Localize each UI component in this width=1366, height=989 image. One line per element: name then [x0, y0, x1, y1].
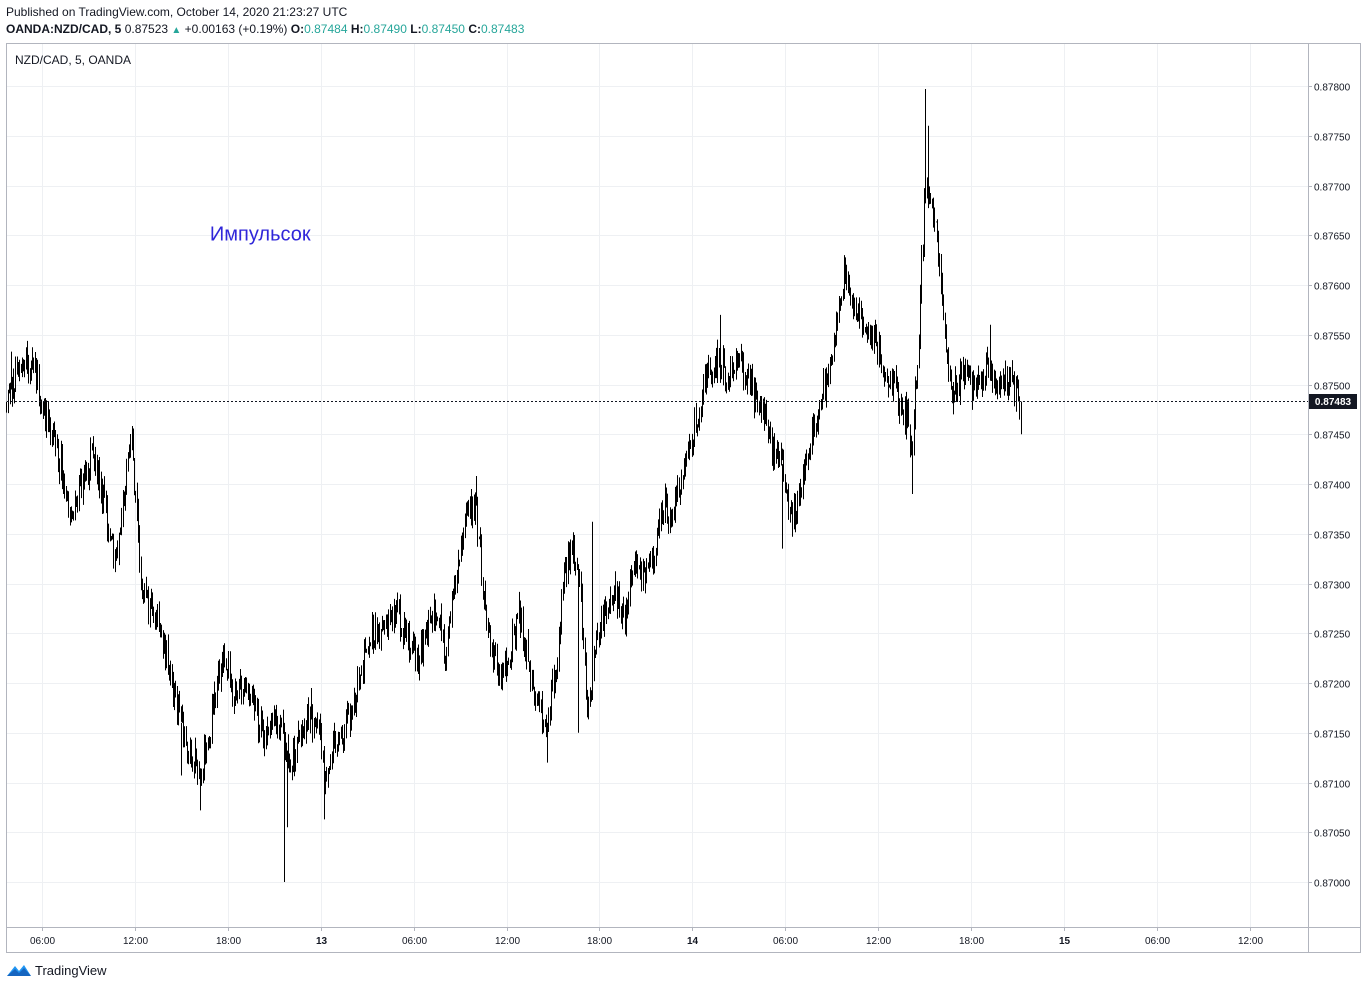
x-tick-label: 06:00: [402, 936, 427, 947]
y-tick-label: 0.87300: [1314, 581, 1351, 592]
x-tick-label: 06:00: [30, 936, 55, 947]
close-value: 0.87483: [480, 22, 525, 36]
open-value: 0.87484: [304, 22, 348, 36]
x-tick-label: 18:00: [587, 936, 612, 947]
y-tick-label: 0.87050: [1314, 829, 1351, 840]
grid-lines: [7, 44, 1308, 927]
close-label: C:: [468, 22, 481, 36]
x-tick-label: 06:00: [1145, 936, 1170, 947]
published-line: Published on TradingView.com, October 14…: [6, 5, 348, 19]
y-tick-label: 0.87750: [1314, 133, 1351, 144]
y-tick-label: 0.87350: [1314, 531, 1351, 542]
y-tick-label: 0.87000: [1314, 879, 1351, 890]
x-tick-label: 15: [1059, 936, 1071, 947]
y-tick-label: 0.87650: [1314, 232, 1351, 243]
x-tick-label: 18:00: [959, 936, 984, 947]
price-change: +0.00163 (+0.19%): [184, 22, 288, 36]
low-label: L:: [410, 22, 422, 36]
y-tick-label: 0.87150: [1314, 730, 1351, 741]
open-label: O:: [290, 22, 305, 36]
ohlc-legend: OANDA:NZD/CAD, 5 0.87523 ▲ +0.00163 (+0.…: [6, 22, 524, 36]
last-price: 0.87523: [124, 22, 169, 36]
chart-frame: [6, 43, 1361, 953]
current-price-tag-text: 0.87483: [1315, 397, 1352, 408]
current-price-tag: [1309, 394, 1357, 409]
y-tick-label: 0.87200: [1314, 680, 1351, 691]
footer-logo[interactable]: TradingView: [6, 962, 107, 978]
y-tick-label: 0.87600: [1314, 282, 1351, 293]
y-tick-label: 0.87400: [1314, 481, 1351, 492]
y-tick-label: 0.87450: [1314, 431, 1351, 442]
x-tick-label: 06:00: [773, 936, 798, 947]
y-tick-label: 0.87550: [1314, 332, 1351, 343]
x-tick-label: 12:00: [1238, 936, 1263, 947]
x-tick-label: 13: [316, 936, 328, 947]
symbol-label[interactable]: OANDA:NZD/CAD, 5: [6, 22, 122, 36]
low-value: 0.87450: [421, 22, 465, 36]
chart-title: NZD/CAD, 5, OANDA: [15, 53, 131, 67]
y-tick-label: 0.87700: [1314, 183, 1351, 194]
time-axis[interactable]: 06:00 12:00 18:00 13 06:00 12:00 18:00 14 06:00 1…: [30, 927, 1263, 947]
x-tick-label: 12:00: [866, 936, 891, 947]
y-tick-label: 0.87250: [1314, 630, 1351, 641]
x-tick-label: 12:00: [123, 936, 148, 947]
tradingview-logo-icon: [7, 965, 31, 976]
x-tick-label: 18:00: [216, 936, 241, 947]
footer-brand: TradingView: [35, 962, 107, 978]
x-tick-label: 12:00: [495, 936, 520, 947]
price-axis[interactable]: 0.87800 0.87750 0.87700 0.87650 0.87600 0.875…: [1308, 83, 1351, 890]
y-tick-label: 0.87500: [1314, 382, 1351, 393]
y-tick-label: 0.87800: [1314, 83, 1351, 94]
annotation-text[interactable]: Импульсок: [210, 223, 311, 245]
candles: [6, 88, 1022, 882]
y-tick-label: 0.87100: [1314, 780, 1351, 791]
high-value: 0.87490: [363, 22, 407, 36]
high-label: H:: [350, 22, 364, 36]
x-tick-label: 14: [687, 936, 699, 947]
up-arrow-icon: ▲: [171, 25, 182, 36]
